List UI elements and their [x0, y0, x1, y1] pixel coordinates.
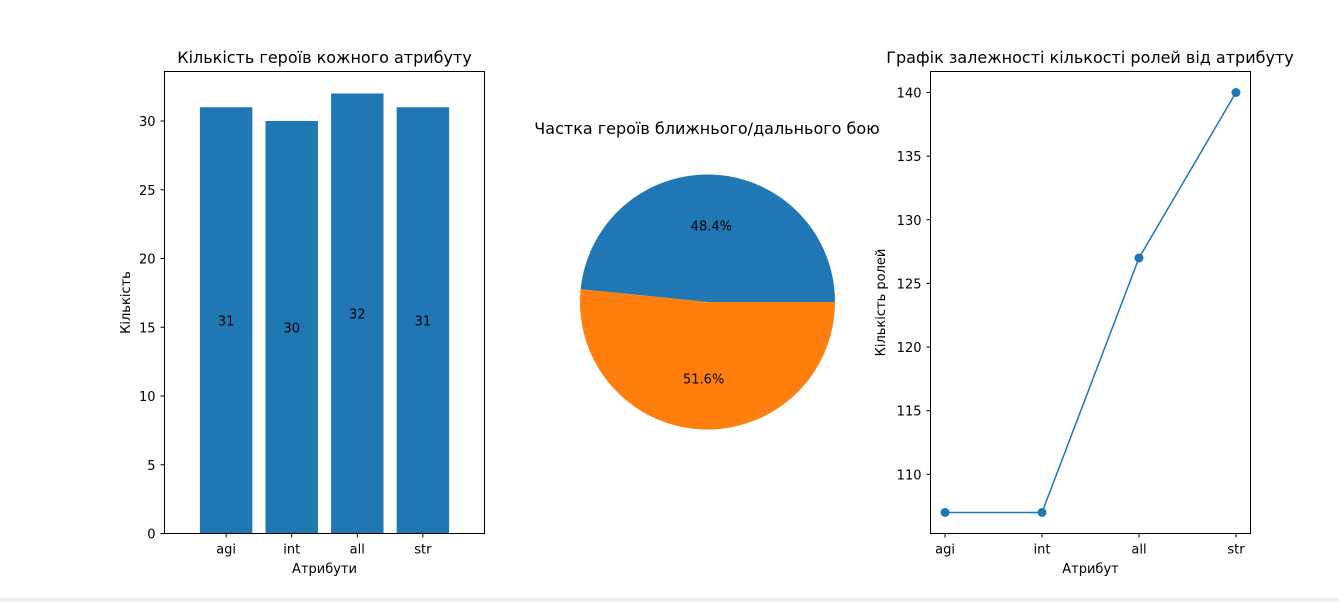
bar-all	[331, 93, 384, 534]
bottom-strip	[0, 598, 1339, 602]
bar-value-label: 31	[218, 314, 235, 329]
bar-y-tick-label: 5	[147, 459, 155, 474]
bar-y-tick-label: 30	[139, 115, 156, 130]
line-chart-title: Графік залежності кількості ролей від ат…	[886, 48, 1293, 67]
line-x-tick-label: str	[1227, 543, 1245, 558]
bar-value-label: 32	[349, 308, 366, 323]
bar-layer: 31 agi 30 int 32 all 31 str 0 5 10 15 20 25 30	[139, 93, 450, 558]
bar-chart-title: Кількість героїв кожного атрибуту	[177, 48, 472, 67]
pie-layer: 48.4% 51.6%	[580, 174, 835, 430]
line-x-tick-label: all	[1131, 543, 1146, 558]
line-layer: agi int all str 110 115 120 125 130 135 140	[897, 87, 1246, 558]
bar-y-tick-label: 10	[139, 390, 156, 405]
line-y-tick-label: 115	[897, 405, 922, 420]
line-point-all	[1134, 253, 1144, 263]
line-y-tick-label: 135	[897, 150, 922, 165]
bar-y-tick-label: 25	[139, 184, 156, 199]
line-y-axis-label: Кількість ролей	[874, 249, 889, 357]
bar-y-tick-label: 0	[147, 528, 155, 543]
bar-y-tick-label: 20	[139, 253, 156, 268]
line-y-tick-label: 110	[897, 468, 922, 483]
pie-chart-title: Частка героїв ближнього/дальнього бою	[534, 119, 879, 138]
bar-x-tick-label: all	[350, 543, 365, 558]
pie-slice-label: 51.6%	[683, 372, 724, 387]
pie-slice-1	[580, 289, 835, 430]
line-x-tick-label: int	[1034, 543, 1051, 558]
line-x-tick-label: agi	[935, 543, 955, 558]
line-y-tick-label: 140	[897, 87, 922, 102]
bar-value-label: 30	[283, 321, 300, 336]
bar-plot-frame	[164, 71, 485, 534]
bar-y-tick-label: 15	[139, 321, 156, 336]
line-x-axis-label: Атрибут	[1062, 562, 1119, 577]
pie-chart: Частка героїв ближнього/дальнього бою 48…	[534, 119, 880, 430]
line-y-tick-label: 130	[897, 214, 922, 229]
line-chart: Графік залежності кількості ролей від ат…	[874, 48, 1294, 577]
line-series	[945, 92, 1237, 514]
line-point-agi	[940, 508, 950, 517]
bar-x-tick-label: str	[414, 543, 432, 558]
bar-x-axis-label: Атрибути	[292, 562, 357, 577]
bar-y-axis-label: Кількість	[119, 271, 134, 334]
bar-x-tick-label: int	[283, 543, 300, 558]
line-plot-frame	[930, 71, 1251, 534]
line-point-int	[1037, 508, 1047, 517]
bar-value-label: 31	[415, 314, 432, 329]
bar-chart: Кількість героїв кожного атрибуту 31agi3…	[119, 48, 485, 577]
bar-str	[396, 107, 450, 534]
bar-agi	[199, 107, 253, 534]
bar-int	[265, 121, 318, 534]
line-y-tick-label: 125	[897, 277, 922, 292]
line-point-str	[1231, 88, 1241, 97]
line-y-tick-label: 120	[897, 341, 922, 356]
bar-x-tick-label: agi	[216, 543, 236, 558]
pie-slice-0	[580, 174, 835, 302]
pie-slice-label: 48.4%	[691, 220, 732, 235]
